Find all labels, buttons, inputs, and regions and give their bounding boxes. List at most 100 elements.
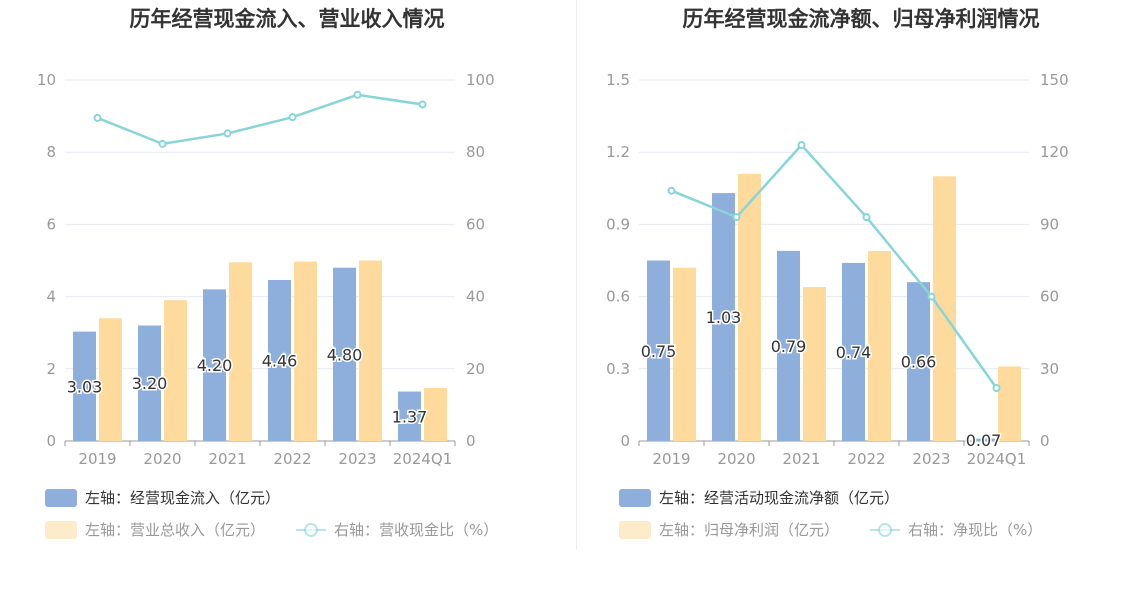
left-axis-tick-label: 0 xyxy=(46,432,56,450)
bar xyxy=(398,391,421,441)
bar xyxy=(229,262,252,441)
bar xyxy=(294,261,317,441)
right-axis-tick-label: 150 xyxy=(1040,71,1069,89)
left-axis-tick-label: 2 xyxy=(46,360,56,378)
bar-data-label: 3.20 xyxy=(132,374,168,393)
x-axis-tick-label: 2024Q1 xyxy=(967,450,1027,468)
right-axis-tick-label: 90 xyxy=(1040,215,1059,233)
legend-item[interactable]: 左轴：经营活动现金流净额（亿元） xyxy=(619,487,899,508)
left-axis-tick-label: 8 xyxy=(46,143,56,161)
bar xyxy=(868,250,891,441)
bar xyxy=(333,267,356,441)
x-axis-tick-label: 2021 xyxy=(782,450,820,468)
panel-divider xyxy=(576,0,577,550)
line-point xyxy=(158,139,167,148)
bar xyxy=(972,438,995,441)
bar-data-label: 4.46 xyxy=(262,351,298,370)
bar-data-label: 4.80 xyxy=(327,345,363,364)
legend-swatch xyxy=(619,488,651,507)
bar xyxy=(203,289,226,441)
legend-label: 左轴：经营活动现金流净额（亿元） xyxy=(659,489,900,507)
bar xyxy=(777,250,800,441)
bar-data-label: 0.74 xyxy=(836,343,872,362)
line-point xyxy=(992,384,1001,393)
legend-item[interactable]: 左轴：营业总收入（亿元） xyxy=(45,519,265,540)
left-axis-tick-label: 0.9 xyxy=(606,215,630,233)
x-axis-tick-label: 2019 xyxy=(78,450,116,468)
left-axis-tick-label: 0 xyxy=(620,432,630,450)
bar-data-label: 0.07 xyxy=(966,431,1002,450)
x-axis-tick-label: 2021 xyxy=(208,450,246,468)
right-axis-tick-label: 20 xyxy=(466,360,485,378)
legend-label: 左轴：营业总收入（亿元） xyxy=(85,521,266,539)
left-axis-tick-label: 0.6 xyxy=(606,288,630,306)
line-point xyxy=(927,292,936,301)
right-chart-title: 历年经营现金流净额、归母净利润情况 xyxy=(682,7,1040,31)
x-axis-tick-label: 2022 xyxy=(847,450,885,468)
bar xyxy=(673,267,696,441)
line-point xyxy=(353,90,362,99)
bar xyxy=(359,260,382,441)
legend-label: 右轴：营收现金比（%） xyxy=(334,521,499,539)
bar-data-label: 0.79 xyxy=(771,337,807,356)
right-axis-tick-label: 0 xyxy=(1040,432,1050,450)
bar xyxy=(268,279,291,441)
bar xyxy=(803,286,826,441)
x-axis-tick-label: 2023 xyxy=(912,450,950,468)
bar xyxy=(164,300,187,441)
bar xyxy=(647,260,670,441)
bar xyxy=(933,176,956,441)
left-chart-panel: 历年经营现金流入、营业收入情况 0 2 4 6 8 10 0 20 40 60 80 100 2019 2… xyxy=(37,7,498,540)
right-axis-tick-label: 120 xyxy=(1040,143,1069,161)
series-line xyxy=(97,93,423,146)
line-point xyxy=(93,113,102,122)
line-point xyxy=(667,186,676,195)
bar xyxy=(99,318,122,441)
legend-swatch xyxy=(45,520,77,539)
legend-label: 左轴：经营现金流入（亿元） xyxy=(85,489,281,507)
x-axis-tick-label: 2019 xyxy=(652,450,690,468)
left-axis-tick-label: 4 xyxy=(46,288,56,306)
right-axis-tick-label: 0 xyxy=(466,432,476,450)
left-axis-tick-label: 1.5 xyxy=(606,71,630,89)
bar-data-label: 1.37 xyxy=(392,407,428,426)
x-axis-tick-label: 2024Q1 xyxy=(393,450,453,468)
x-axis-tick-label: 2020 xyxy=(717,450,755,468)
bar xyxy=(907,282,930,441)
bar xyxy=(138,325,161,441)
left-chart-title: 历年经营现金流入、营业收入情况 xyxy=(129,7,445,31)
right-axis-tick-label: 60 xyxy=(1040,288,1059,306)
legend-line-swatch xyxy=(296,521,326,539)
bar-data-label: 0.66 xyxy=(901,353,937,372)
line-point xyxy=(288,113,297,122)
right-chart-panel: 历年经营现金流净额、归母净利润情况 0 0.3 0.6 0.9 1.2 1.5 0 30 60 9… xyxy=(574,0,1148,589)
legend-label: 右轴：净现比（%） xyxy=(908,521,1043,539)
left-axis-tick-label: 10 xyxy=(37,71,56,89)
legend-item[interactable]: 左轴：经营现金流入（亿元） xyxy=(45,487,280,508)
left-axis-tick-label: 1.2 xyxy=(606,143,630,161)
right-axis-tick-label: 100 xyxy=(466,71,495,89)
legend-swatch xyxy=(45,488,77,507)
left-axis-tick-label: 6 xyxy=(46,215,56,233)
legend-item[interactable]: 左轴：归母净利润（亿元） xyxy=(619,519,839,540)
bar-data-label: 0.75 xyxy=(641,342,677,361)
series-line xyxy=(671,143,998,389)
legend-item[interactable]: 右轴：净现比（%） xyxy=(870,519,1042,540)
bar xyxy=(424,387,447,441)
legend-item[interactable]: 右轴：营收现金比（%） xyxy=(296,519,498,540)
line-point xyxy=(862,213,871,222)
bar xyxy=(842,262,865,441)
right-axis-tick-label: 30 xyxy=(1040,360,1059,378)
x-axis-tick-label: 2020 xyxy=(143,450,181,468)
right-axis-tick-label: 60 xyxy=(466,215,485,233)
legend-line-swatch xyxy=(870,521,900,539)
legend-swatch xyxy=(619,520,651,539)
bar xyxy=(738,173,761,442)
right-axis-tick-label: 40 xyxy=(466,288,485,306)
line-point xyxy=(732,213,741,222)
x-axis-tick-label: 2023 xyxy=(338,450,376,468)
bar-data-label: 3.03 xyxy=(67,377,103,396)
bar xyxy=(998,366,1021,441)
bar-data-label: 1.03 xyxy=(706,308,742,327)
bar xyxy=(712,193,735,441)
